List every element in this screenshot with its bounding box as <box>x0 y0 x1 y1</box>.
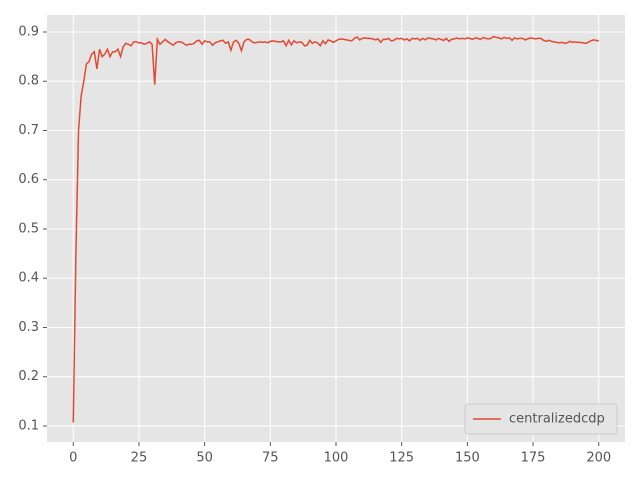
x-tick-label: 0 <box>69 451 77 466</box>
legend-label: centralizedcdp <box>509 412 605 427</box>
y-tick-label: 0.1 <box>18 418 39 433</box>
y-tick-label: 0.9 <box>18 24 39 39</box>
y-tick-label: 0.3 <box>18 320 39 335</box>
line <box>72 35 599 423</box>
x-tick-label: 50 <box>196 451 213 466</box>
x-tick-label: 25 <box>131 451 148 466</box>
y-tick-label: 0.8 <box>18 74 39 89</box>
y-tick-label: 0.4 <box>18 271 39 286</box>
x-tick-label: 100 <box>324 451 349 466</box>
x-tick-label: 75 <box>262 451 279 466</box>
x-tick-label: 150 <box>455 451 480 466</box>
x-tick-label: 175 <box>521 451 546 466</box>
legend-box <box>464 403 618 435</box>
y-tick-label: 0.7 <box>18 123 39 138</box>
x-tick-label: 125 <box>389 451 414 466</box>
x-tick-label: 200 <box>586 451 611 466</box>
y-tick-label: 0.6 <box>18 172 39 187</box>
y-tick-label: 0.5 <box>18 221 39 236</box>
y-tick-label: 0.2 <box>18 369 39 384</box>
